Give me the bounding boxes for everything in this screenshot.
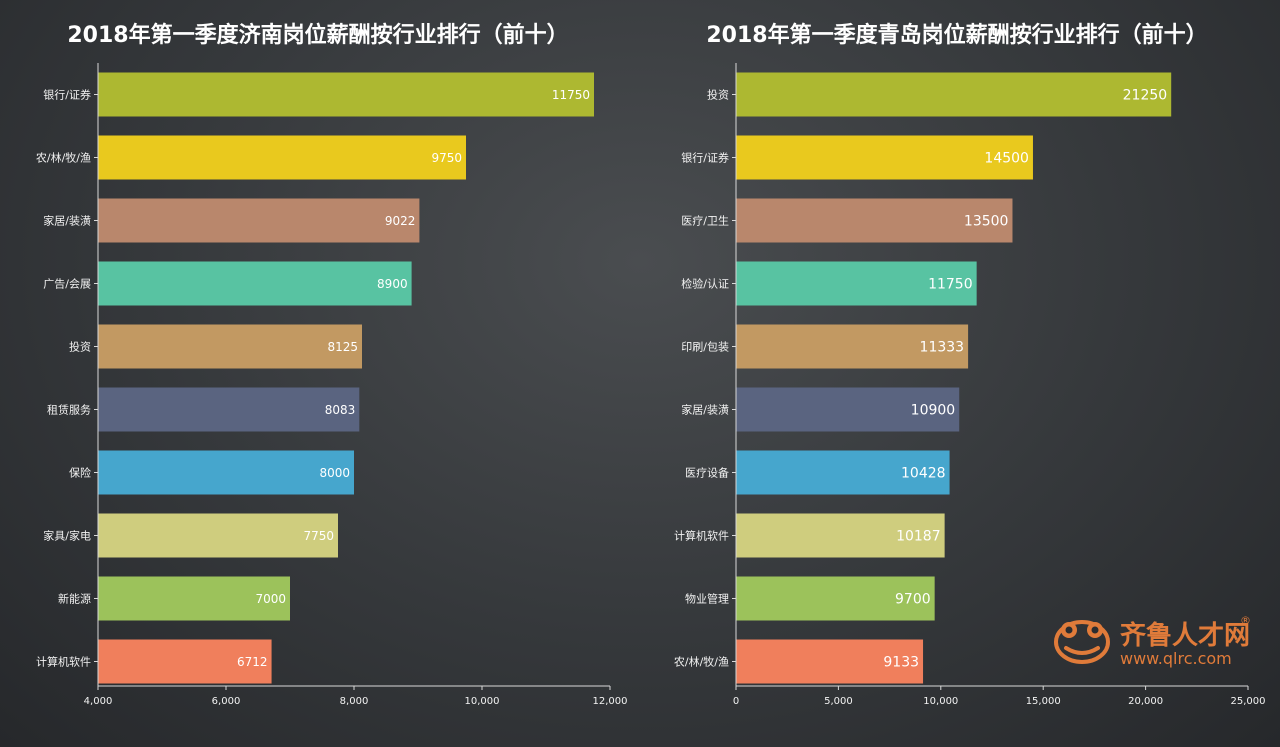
jinan-axis: 4,000 6,000 8,000 10,000 12,000 — [84, 63, 628, 707]
qingdao-category-label: 家居/装潢 — [681, 403, 729, 417]
qingdao-bar — [736, 576, 935, 621]
jinan-bar-value-label: 7000 — [255, 592, 286, 606]
jinan-bar — [98, 324, 362, 369]
jinan-x-tick-label: 8,000 — [340, 696, 369, 707]
qingdao-category-label: 计算机软件 — [674, 529, 729, 543]
jinan-x-tick-label: 12,000 — [593, 696, 628, 707]
qlrc-logo: 齐鲁人才网 ® www.qlrc.com — [1054, 614, 1251, 668]
jinan-category-label: 投资 — [69, 340, 91, 354]
qingdao-bar — [736, 135, 1033, 180]
jinan-category-label: 家具/家电 — [43, 529, 91, 543]
jinan-x-tick-label: 10,000 — [465, 696, 500, 707]
qingdao-x-tick-label: 15,000 — [1026, 696, 1061, 707]
logo-name: 齐鲁人才网 — [1120, 620, 1250, 651]
jinan-bars: 11750 银行/证券 9750 农/林/牧/渔 9022 家居/装潢 8900 广告/会展 8… — [36, 72, 594, 684]
qingdao-bar-value-label: 11750 — [928, 277, 973, 293]
qingdao-x-tick-label: 10,000 — [923, 696, 958, 707]
jinan-bar-value-label: 9022 — [385, 214, 416, 228]
jinan-bar-value-label: 9750 — [431, 151, 462, 165]
qingdao-bar — [736, 261, 977, 306]
jinan-bar — [98, 576, 290, 621]
qingdao-axis: 0 5,000 10,000 15,000 20,000 25,000 — [733, 63, 1266, 707]
qingdao-bar-value-label: 11333 — [920, 340, 965, 356]
qingdao-category-label: 物业管理 — [685, 592, 729, 606]
qingdao-category-label: 农/林/牧/渔 — [674, 655, 729, 669]
qingdao-bar-value-label: 10187 — [896, 529, 941, 545]
jinan-bar — [98, 261, 412, 306]
jinan-bar-value-label: 6712 — [237, 655, 268, 669]
qingdao-x-tick-label: 25,000 — [1231, 696, 1266, 707]
qingdao-bar-value-label: 9133 — [883, 655, 919, 671]
qingdao-chart-title: 2018年第一季度青岛岗位薪酬按行业排行（前十） — [706, 22, 1207, 48]
jinan-bar — [98, 639, 272, 684]
jinan-category-label: 计算机软件 — [36, 655, 91, 669]
jinan-bar — [98, 198, 420, 243]
jinan-bar — [98, 387, 360, 432]
jinan-bar-value-label: 8000 — [319, 466, 350, 480]
jinan-x-tick-label: 6,000 — [212, 696, 241, 707]
jinan-category-label: 新能源 — [58, 592, 91, 606]
qingdao-category-label: 投资 — [707, 88, 729, 102]
jinan-category-label: 租赁服务 — [47, 403, 91, 417]
qingdao-bar-value-label: 14500 — [984, 151, 1029, 167]
jinan-bar-value-label: 8125 — [327, 340, 358, 354]
logo-url: www.qlrc.com — [1120, 649, 1232, 668]
qingdao-bar-value-label: 9700 — [895, 592, 931, 608]
qingdao-x-tick-label: 0 — [733, 696, 739, 707]
jinan-chart-title: 2018年第一季度济南岗位薪酬按行业排行（前十） — [67, 22, 568, 48]
jinan-bar — [98, 513, 338, 558]
qingdao-bar — [736, 450, 950, 495]
qingdao-bar — [736, 72, 1172, 117]
jinan-salary-chart: 2018年第一季度济南岗位薪酬按行业排行（前十） 11750 银行/证券 9750 农… — [36, 22, 628, 707]
jinan-x-tick-label: 4,000 — [84, 696, 113, 707]
jinan-bar-value-label: 8083 — [325, 403, 356, 417]
jinan-bar-value-label: 11750 — [552, 88, 590, 102]
qingdao-bar-value-label: 10900 — [911, 403, 956, 419]
qingdao-bar-value-label: 13500 — [964, 214, 1009, 230]
qingdao-category-label: 印刷/包装 — [681, 341, 729, 354]
qingdao-bar — [736, 324, 969, 369]
jinan-bar-value-label: 8900 — [377, 277, 408, 291]
qingdao-bar-value-label: 10428 — [901, 466, 946, 482]
jinan-bar — [98, 72, 594, 117]
jinan-bar — [98, 450, 354, 495]
qingdao-bar — [736, 387, 960, 432]
jinan-bar — [98, 135, 466, 180]
qingdao-bar — [736, 513, 945, 558]
jinan-category-label: 银行/证券 — [43, 88, 91, 102]
logo-registered-mark: ® — [1240, 614, 1251, 627]
qingdao-bar — [736, 639, 924, 684]
jinan-category-label: 家居/装潢 — [43, 214, 91, 228]
qingdao-bars: 21250 投资 14500 银行/证券 13500 医疗/卫生 11750 检验/认证 113… — [674, 72, 1172, 684]
jinan-category-label: 保险 — [69, 466, 91, 480]
frog-icon — [1054, 620, 1110, 664]
jinan-bar-value-label: 7750 — [303, 529, 334, 543]
qingdao-category-label: 医疗设备 — [685, 466, 729, 480]
qingdao-category-label: 检验/认证 — [681, 277, 729, 291]
qingdao-salary-chart: 2018年第一季度青岛岗位薪酬按行业排行（前十） 21250 投资 14500 银行/… — [674, 22, 1266, 707]
qingdao-bar-value-label: 21250 — [1123, 88, 1168, 104]
qingdao-bar — [736, 198, 1013, 243]
jinan-category-label: 农/林/牧/渔 — [36, 151, 91, 165]
qingdao-category-label: 银行/证券 — [681, 151, 729, 165]
qingdao-category-label: 医疗/卫生 — [681, 214, 729, 228]
jinan-category-label: 广告/会展 — [43, 278, 91, 291]
qingdao-x-tick-label: 5,000 — [824, 696, 853, 707]
qingdao-x-tick-label: 20,000 — [1128, 696, 1163, 707]
